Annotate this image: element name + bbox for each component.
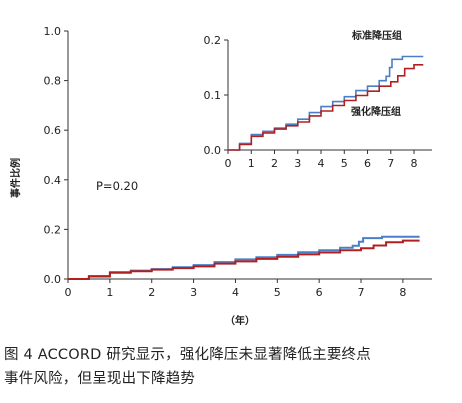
main-x-axis-label: （年） [225, 314, 255, 327]
inset-x-tick-label: 3 [294, 157, 301, 170]
inset-series-line-1 [228, 64, 424, 151]
main-y-tick-label: 0.6 [44, 124, 62, 137]
main-x-tick-label: 6 [316, 286, 323, 299]
main-x-tick-label: 5 [274, 286, 281, 299]
p-value-annotation: P=0.20 [96, 179, 138, 193]
inset-x-tick-label: 0 [225, 157, 232, 170]
main-series-line-1 [68, 239, 420, 280]
main-y-tick-label: 0.0 [44, 273, 62, 286]
main-y-axis-label: 事件比例 [9, 158, 22, 198]
main-x-tick-label: 2 [148, 286, 155, 299]
main-x-tick-label: 7 [358, 286, 365, 299]
main-y-tick-label: 0.8 [44, 75, 62, 88]
inset-x-tick-label: 2 [271, 157, 278, 170]
main-x-tick-label: 8 [399, 286, 406, 299]
inset-x-tick-label: 5 [341, 157, 348, 170]
main-x-tick-label: 4 [232, 286, 239, 299]
label-standard-group: 标准降压组 [351, 29, 402, 42]
label-intensive-group: 强化降压组 [351, 105, 401, 118]
inset-y-tick-label: 0.1 [204, 89, 222, 102]
kaplan-meier-chart: 0 1 2 3 4 5 6 7 8 0.0 0.2 0.4 0.6 0.8 1.0 事件比例 （年） P=0.20… [9, 25, 432, 327]
main-panel: 0 1 2 3 4 5 6 7 8 0.0 0.2 0.4 0.6 0.8 1.0 事件比例 （年） P=0.20 [9, 25, 432, 327]
inset-x-tick-label: 8 [411, 157, 418, 170]
inset-series-line-0 [228, 55, 424, 151]
main-y-tick-label: 0.4 [44, 174, 62, 187]
main-x-tick-label: 3 [190, 286, 197, 299]
inset-x-tick-label: 4 [318, 157, 325, 170]
inset-x-tick-label: 7 [387, 157, 394, 170]
main-y-tick-label: 0.2 [44, 223, 62, 236]
figure-caption: 图 4 ACCORD 研究显示，强化降压未显著降低主要终点 事件风险，但呈现出下… [4, 343, 456, 391]
inset-y-tick-label: 0.2 [204, 34, 222, 47]
main-x-tick-label: 0 [65, 286, 72, 299]
caption-line-1: 图 4 ACCORD 研究显示，强化降压未显著降低主要终点 [4, 347, 371, 363]
inset-y-tick-label: 0.0 [204, 144, 222, 157]
main-y-tick-label: 1.0 [44, 25, 62, 38]
caption-line-2: 事件风险，但呈现出下降趋势 [4, 371, 196, 387]
inset-x-tick-label: 6 [364, 157, 371, 170]
inset-x-tick-label: 1 [248, 157, 255, 170]
main-x-tick-label: 1 [106, 286, 113, 299]
